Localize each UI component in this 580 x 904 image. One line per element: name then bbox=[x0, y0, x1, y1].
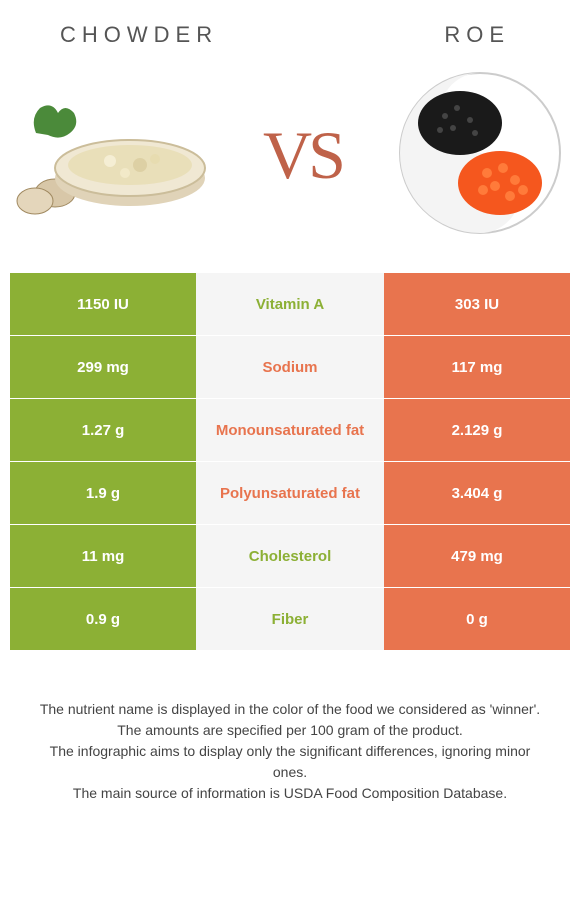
images-row: VS bbox=[0, 58, 580, 273]
vs-label: VS bbox=[263, 116, 342, 195]
table-row: 1.27 gMonounsaturated fat2.129 g bbox=[10, 399, 570, 462]
header-row: CHOWDER ROE bbox=[0, 0, 580, 58]
footnote-line: The amounts are specified per 100 gram o… bbox=[32, 720, 548, 741]
value-right: 117 mg bbox=[384, 336, 570, 398]
value-left: 1.27 g bbox=[10, 399, 196, 461]
footnote-line: The infographic aims to display only the… bbox=[32, 741, 548, 783]
value-right: 3.404 g bbox=[384, 462, 570, 524]
value-left: 299 mg bbox=[10, 336, 196, 398]
chowder-illustration bbox=[10, 83, 210, 228]
nutrient-name: Monounsaturated fat bbox=[196, 399, 384, 461]
table-row: 1150 IUVitamin A303 IU bbox=[10, 273, 570, 336]
food-title-right: ROE bbox=[444, 22, 510, 48]
value-right: 2.129 g bbox=[384, 399, 570, 461]
nutrient-name: Polyunsaturated fat bbox=[196, 462, 384, 524]
footnote-line: The main source of information is USDA F… bbox=[32, 783, 548, 804]
table-row: 11 mgCholesterol479 mg bbox=[10, 525, 570, 588]
nutrient-table: 1150 IUVitamin A303 IU299 mgSodium117 mg… bbox=[10, 273, 570, 651]
value-right: 303 IU bbox=[384, 273, 570, 335]
value-left: 1150 IU bbox=[10, 273, 196, 335]
value-left: 0.9 g bbox=[10, 588, 196, 650]
table-row: 1.9 gPolyunsaturated fat3.404 g bbox=[10, 462, 570, 525]
nutrient-name: Cholesterol bbox=[196, 525, 384, 587]
nutrient-name: Fiber bbox=[196, 588, 384, 650]
nutrient-name: Sodium bbox=[196, 336, 384, 398]
value-right: 479 mg bbox=[384, 525, 570, 587]
value-left: 11 mg bbox=[10, 525, 196, 587]
nutrient-name: Vitamin A bbox=[196, 273, 384, 335]
footnote-line: The nutrient name is displayed in the co… bbox=[32, 699, 548, 720]
table-row: 0.9 gFiber0 g bbox=[10, 588, 570, 651]
value-left: 1.9 g bbox=[10, 462, 196, 524]
footnotes: The nutrient name is displayed in the co… bbox=[0, 651, 580, 824]
value-right: 0 g bbox=[384, 588, 570, 650]
table-row: 299 mgSodium117 mg bbox=[10, 336, 570, 399]
food-title-left: CHOWDER bbox=[60, 22, 218, 48]
roe-illustration bbox=[395, 68, 565, 243]
